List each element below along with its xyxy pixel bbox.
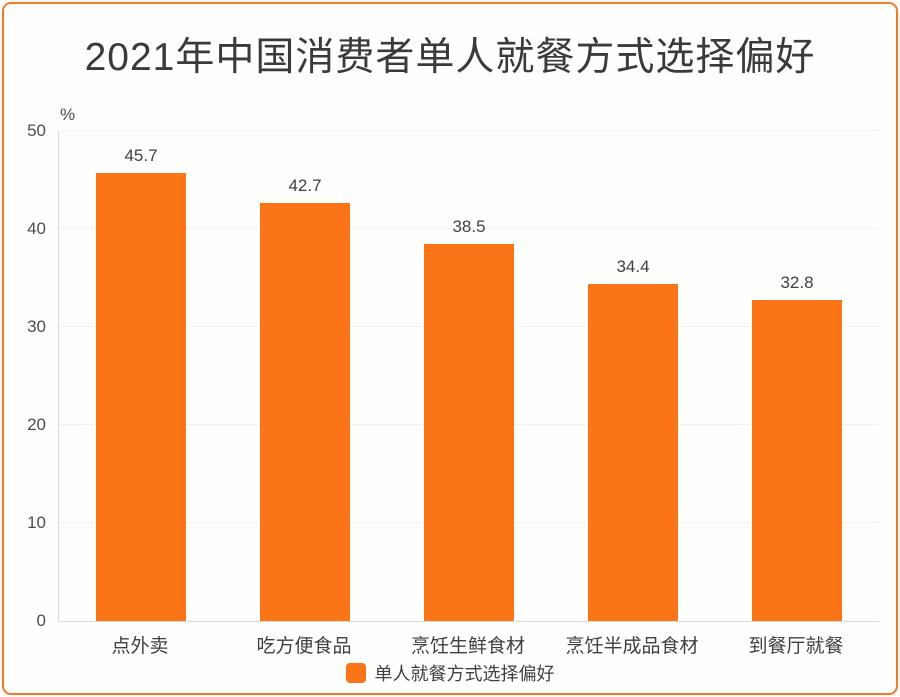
y-tick-label-40: 40 bbox=[27, 219, 46, 238]
bar-value-label: 42.7 bbox=[288, 175, 322, 195]
x-label-吃方便食品: 吃方便食品 bbox=[256, 636, 352, 657]
bar-value-label: 45.7 bbox=[124, 146, 158, 166]
x-label-烹饪半成品食材: 烹饪半成品食材 bbox=[565, 636, 699, 657]
x-label-到餐厅就餐: 到餐厅就餐 bbox=[748, 636, 844, 657]
y-tick-label-20: 20 bbox=[27, 415, 46, 434]
plot-area: 45.7 42.7 38.5 34.4 32.8 bbox=[58, 130, 879, 622]
legend: 单人就餐方式选择偏好 bbox=[4, 660, 896, 686]
bar-value-label: 38.5 bbox=[452, 216, 486, 236]
y-axis-unit-label: % bbox=[60, 105, 76, 124]
bar-点外卖 bbox=[96, 173, 186, 621]
bar-烹饪半成品食材 bbox=[588, 283, 678, 621]
gridline-40 bbox=[59, 228, 879, 229]
y-tick-label-30: 30 bbox=[27, 317, 46, 336]
chart-title: 2021年中国消费者单人就餐方式选择偏好 bbox=[84, 36, 816, 79]
gridline-50 bbox=[59, 130, 879, 131]
y-tick-label-50: 50 bbox=[27, 121, 46, 140]
x-label-点外卖: 点外卖 bbox=[111, 636, 169, 657]
bar-吃方便食品 bbox=[260, 202, 350, 621]
y-tick-label-10: 10 bbox=[27, 513, 46, 532]
bar-value-label: 34.4 bbox=[616, 256, 650, 276]
bar-value-label: 32.8 bbox=[780, 272, 814, 292]
bar-烹饪生鲜食材 bbox=[424, 243, 514, 621]
y-tick-label-0: 0 bbox=[36, 611, 46, 630]
legend-swatch bbox=[345, 663, 366, 683]
legend-item[interactable]: 单人就餐方式选择偏好 bbox=[374, 664, 555, 684]
bar-到餐厅就餐 bbox=[752, 299, 842, 621]
x-label-烹饪生鲜食材: 烹饪生鲜食材 bbox=[410, 636, 525, 657]
